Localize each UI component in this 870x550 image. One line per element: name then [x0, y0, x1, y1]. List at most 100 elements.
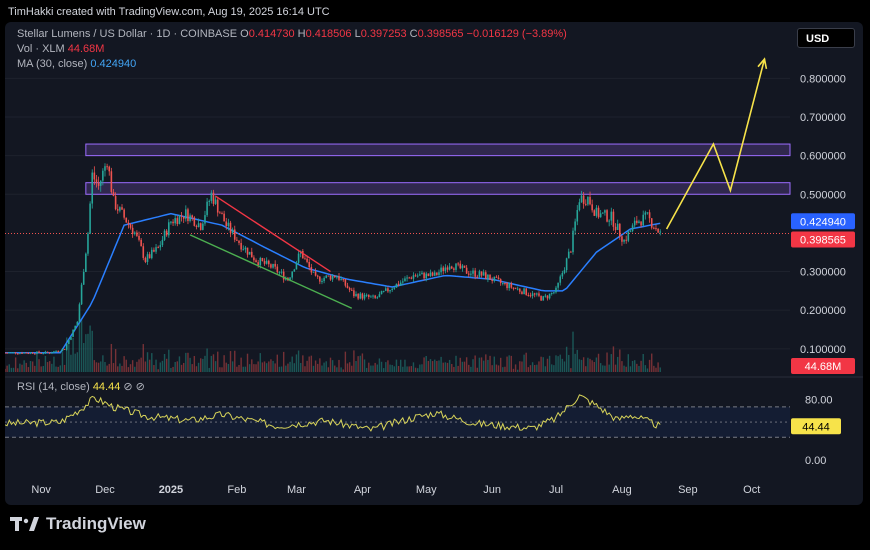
volume-bar: [151, 353, 153, 372]
volume-bar: [178, 356, 181, 372]
candle-body: [374, 295, 376, 298]
candle-body: [363, 294, 366, 299]
volume-bar: [27, 367, 30, 372]
candle-body: [6, 352, 8, 354]
volume-bar: [559, 354, 561, 372]
volume-bar: [172, 366, 174, 372]
candle-body: [640, 221, 642, 226]
volume-bar: [255, 364, 257, 372]
currency-button[interactable]: USD: [797, 28, 855, 48]
volume-bar: [170, 367, 172, 372]
candle-body: [348, 287, 351, 290]
candle-body: [153, 249, 155, 252]
candle-body: [161, 239, 164, 246]
volume-bar: [353, 350, 355, 372]
volume-bar: [434, 359, 436, 372]
volume-bar: [465, 357, 468, 372]
volume-bar: [280, 366, 283, 372]
volume-bar: [289, 361, 291, 372]
volume-bar: [89, 325, 91, 372]
candle-body: [516, 288, 519, 290]
tradingview-logo-text: TradingView: [46, 514, 146, 533]
candle-body: [580, 195, 583, 203]
candle-body: [384, 288, 387, 291]
y-tick-label: 0.700000: [800, 112, 846, 124]
volume-bar: [263, 361, 266, 372]
candle-body: [168, 222, 170, 236]
volume-bar: [5, 368, 6, 372]
volume-bar: [634, 360, 636, 372]
candle-body: [59, 351, 62, 353]
volume-bar: [146, 352, 149, 372]
volume-bar: [448, 359, 451, 372]
price-change: −0.016129 (−3.89%): [466, 28, 567, 40]
candle-body: [442, 267, 445, 272]
candle-body: [367, 294, 370, 298]
candle-body: [157, 247, 159, 249]
candle-body: [108, 166, 111, 172]
volume-bar: [610, 354, 613, 372]
volume-bar: [229, 351, 232, 372]
candle-body: [210, 192, 213, 201]
candle-body: [536, 293, 538, 295]
candle-body: [204, 215, 206, 224]
candle-body: [484, 272, 487, 280]
volume-bar: [442, 362, 444, 372]
x-tick-label: Dec: [95, 484, 115, 496]
volume-bar: [42, 366, 44, 372]
candle-body: [319, 276, 321, 282]
candle-body: [393, 287, 396, 289]
rsi-legend: RSI (14, close) 44.44 ⊘ ⊘: [17, 381, 145, 393]
volume-bar: [106, 365, 108, 372]
candle-body: [414, 275, 417, 277]
candle-body: [95, 179, 98, 183]
volume-bar: [34, 365, 36, 372]
candle-body: [372, 295, 374, 297]
candle-body: [548, 293, 551, 299]
candle-body: [93, 172, 96, 180]
candle-body: [619, 223, 621, 237]
candle-body: [359, 293, 362, 299]
volume-bar: [257, 361, 259, 372]
volume-bar: [44, 355, 47, 372]
candle-body: [419, 274, 421, 276]
candle-body: [231, 229, 234, 233]
volume-bar: [174, 362, 176, 372]
candle-body: [72, 329, 74, 337]
candle-body: [142, 246, 145, 258]
candle-body: [606, 210, 608, 222]
candle-body: [87, 233, 89, 254]
volume-bar: [176, 361, 179, 372]
candle-body: [255, 260, 257, 263]
volume-bar: [531, 362, 534, 372]
candle-body: [457, 263, 459, 265]
y-tick-label: 0.200000: [800, 305, 846, 317]
candle-body: [355, 293, 357, 297]
volume-bar: [325, 361, 327, 372]
volume-bar: [538, 361, 540, 372]
candle-body: [487, 274, 489, 280]
rsi-settings-icon[interactable]: ⊘ ⊘: [123, 381, 145, 393]
close-price-badge-bg: [791, 231, 855, 248]
volume-bar: [219, 367, 221, 372]
volume-bar: [161, 360, 164, 372]
candle-body: [525, 288, 528, 295]
volume-bar: [476, 367, 478, 372]
volume-bar: [651, 353, 653, 372]
volume-bar: [491, 365, 493, 372]
volume-bar: [570, 368, 572, 372]
candle-body: [304, 258, 306, 260]
candle-body: [627, 231, 630, 241]
chart-panel[interactable]: Stellar Lumens / US Dollar · 1D · COINBA…: [5, 22, 863, 505]
volume-bar: [536, 364, 538, 372]
volume-bar: [308, 356, 310, 372]
volume-bar: [29, 361, 32, 372]
candle-body: [578, 202, 581, 211]
volume-bar: [459, 357, 461, 372]
volume-bar: [616, 356, 619, 372]
candle-body: [438, 272, 440, 275]
chart-svg[interactable]: 0.800000 0.700000 0.600000 0.500000 0.300000…: [5, 22, 863, 505]
candle-body: [44, 351, 47, 354]
candle-body: [265, 260, 268, 264]
candle-body: [612, 211, 615, 227]
